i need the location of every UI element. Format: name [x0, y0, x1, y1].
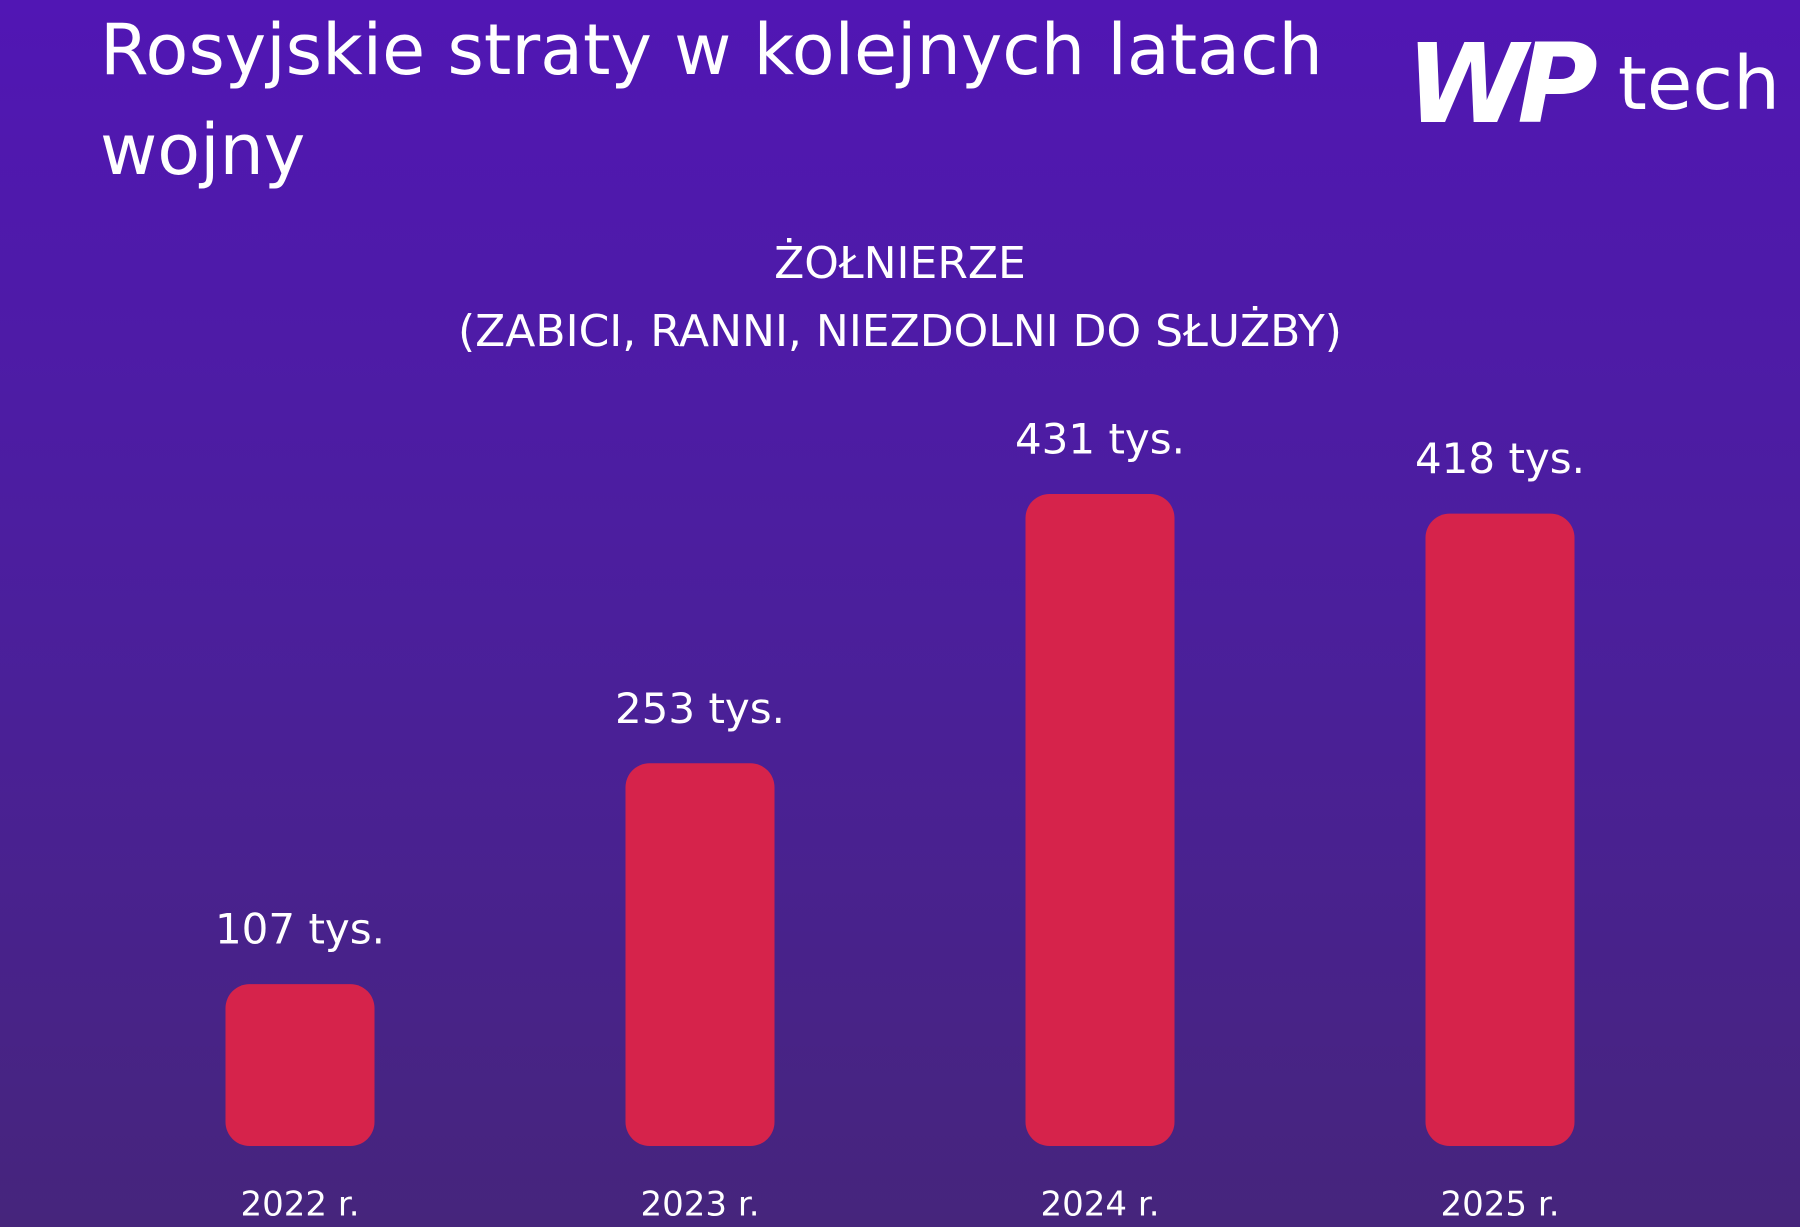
chart-subtitle: ŻOŁNIERZE [774, 237, 1026, 289]
x-tick-label: 2024 r. [1041, 1185, 1160, 1225]
bar [1425, 513, 1575, 1146]
chart-caption: (ZABICI, RANNI, NIEZDOLNI DO SŁUŻBY) [458, 305, 1342, 357]
x-tick-label: 2022 r. [241, 1185, 360, 1225]
chart-title: Rosyjskie straty w kolejnych latach wojn… [100, 9, 1323, 191]
bar [625, 763, 775, 1146]
value-label: 253 tys. [615, 684, 785, 733]
bar [225, 984, 375, 1146]
bar [1025, 494, 1175, 1146]
logo-text: tech [1617, 41, 1780, 127]
x-tick-label: 2025 r. [1441, 1185, 1560, 1225]
x-tick-label: 2023 r. [641, 1185, 760, 1225]
value-label: 431 tys. [1015, 415, 1185, 464]
value-label: 418 tys. [1415, 434, 1585, 483]
logo: WP tech [1406, 20, 1780, 148]
logo-mark: WP [1405, 20, 1598, 148]
value-label: 107 tys. [215, 905, 385, 954]
